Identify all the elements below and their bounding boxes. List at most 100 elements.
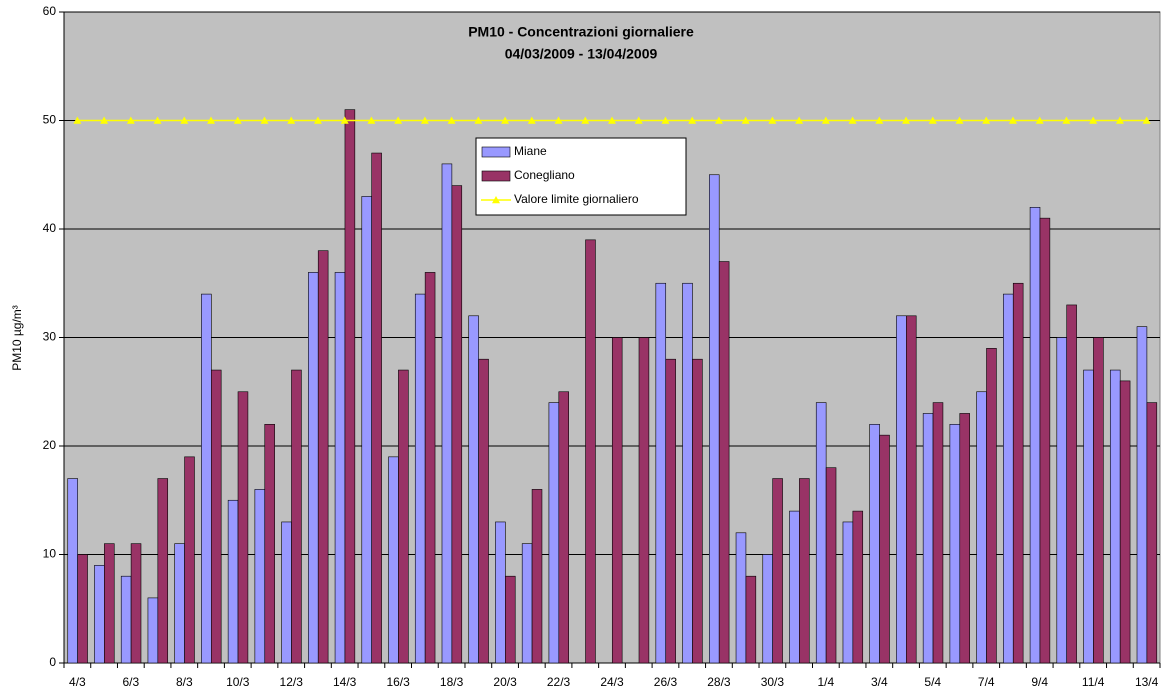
limit-marker xyxy=(1142,116,1151,124)
limit-marker xyxy=(420,116,429,124)
bar xyxy=(521,543,533,664)
limit-marker xyxy=(821,116,830,124)
bar xyxy=(959,413,970,664)
bar xyxy=(585,239,596,664)
limit-marker xyxy=(795,116,804,124)
x-tick-label: 26/3 xyxy=(654,675,678,689)
x-tick-label: 22/3 xyxy=(547,675,571,689)
legend-swatch xyxy=(492,196,500,204)
bar xyxy=(184,456,195,664)
bar xyxy=(201,293,212,664)
bar xyxy=(361,196,372,664)
limit-marker xyxy=(688,116,697,124)
x-tick-label: 10/3 xyxy=(226,675,250,689)
limit-marker xyxy=(340,116,349,124)
x-tick-label: 1/4 xyxy=(818,675,835,689)
bar xyxy=(147,597,159,664)
limit-marker xyxy=(1062,116,1071,124)
bar xyxy=(505,575,516,664)
limit-marker xyxy=(955,116,964,124)
bar xyxy=(174,543,185,664)
limit-marker xyxy=(287,116,296,124)
bar xyxy=(1109,369,1121,664)
bar xyxy=(398,369,409,664)
y-tick-label: 60 xyxy=(43,4,57,18)
bar xyxy=(1056,337,1068,664)
x-tick-label: 4/3 xyxy=(69,675,86,689)
legend-label: Valore limite giornaliero xyxy=(514,192,639,206)
bar xyxy=(531,489,543,664)
bar xyxy=(424,272,436,664)
bar xyxy=(254,489,266,664)
limit-marker xyxy=(848,116,857,124)
bar xyxy=(77,554,88,664)
bar xyxy=(317,250,329,664)
bar xyxy=(237,391,249,664)
bar xyxy=(896,315,907,664)
x-tick-label: 20/3 xyxy=(493,675,517,689)
bar xyxy=(1083,369,1094,664)
bar xyxy=(451,185,463,664)
y-tick-label: 50 xyxy=(43,113,57,127)
limit-marker xyxy=(902,116,911,124)
bar xyxy=(852,510,864,664)
bar xyxy=(692,358,703,664)
y-tick-label: 0 xyxy=(49,655,56,669)
limit-marker xyxy=(714,116,723,124)
bar xyxy=(709,174,720,664)
x-tick-label: 14/3 xyxy=(333,675,357,689)
bar xyxy=(879,434,890,664)
limit-marker xyxy=(928,116,937,124)
bar xyxy=(949,423,961,664)
bar xyxy=(869,423,880,664)
bar xyxy=(441,163,453,664)
bar xyxy=(94,565,105,664)
bar xyxy=(1093,337,1104,664)
limit-marker xyxy=(554,116,563,124)
x-tick-label: 11/4 xyxy=(1082,675,1105,689)
bar xyxy=(344,109,356,664)
limit-marker xyxy=(982,116,991,124)
bar xyxy=(371,152,382,664)
bar xyxy=(932,402,944,664)
y-tick-label: 30 xyxy=(43,330,57,344)
x-tick-label: 6/3 xyxy=(122,675,139,689)
x-tick-label: 18/3 xyxy=(440,675,464,689)
limit-marker xyxy=(313,116,322,124)
bar xyxy=(291,369,302,664)
bar xyxy=(414,293,426,664)
bar xyxy=(157,478,169,664)
bar xyxy=(1039,217,1051,664)
limit-marker xyxy=(527,116,536,124)
limit-marker xyxy=(661,116,670,124)
x-tick-label: 28/3 xyxy=(707,675,731,689)
y-tick-label: 20 xyxy=(43,438,57,452)
x-tick-label: 5/4 xyxy=(924,675,941,689)
chart-title: PM10 - Concentrazioni giornaliere xyxy=(468,24,694,40)
x-tick-label: 30/3 xyxy=(761,675,785,689)
bar xyxy=(210,369,222,664)
bar xyxy=(655,282,667,664)
bar xyxy=(1136,326,1148,664)
legend xyxy=(475,137,687,216)
bar xyxy=(922,413,934,664)
limit-marker xyxy=(634,116,643,124)
bar xyxy=(120,575,132,664)
bar xyxy=(388,456,399,664)
bar xyxy=(735,532,747,664)
legend-label: Miane xyxy=(514,144,547,158)
bar xyxy=(227,499,239,664)
limit-marker xyxy=(768,116,777,124)
bar xyxy=(478,358,489,664)
bar xyxy=(334,272,346,664)
y-tick-label: 40 xyxy=(43,221,57,235)
legend-swatch xyxy=(481,170,511,182)
y-tick-label: 10 xyxy=(43,547,57,561)
limit-marker xyxy=(501,116,510,124)
x-tick-label: 8/3 xyxy=(176,675,193,689)
bar xyxy=(1146,402,1158,664)
limit-marker xyxy=(1035,116,1044,124)
limit-marker xyxy=(741,116,750,124)
limit-marker xyxy=(581,116,590,124)
